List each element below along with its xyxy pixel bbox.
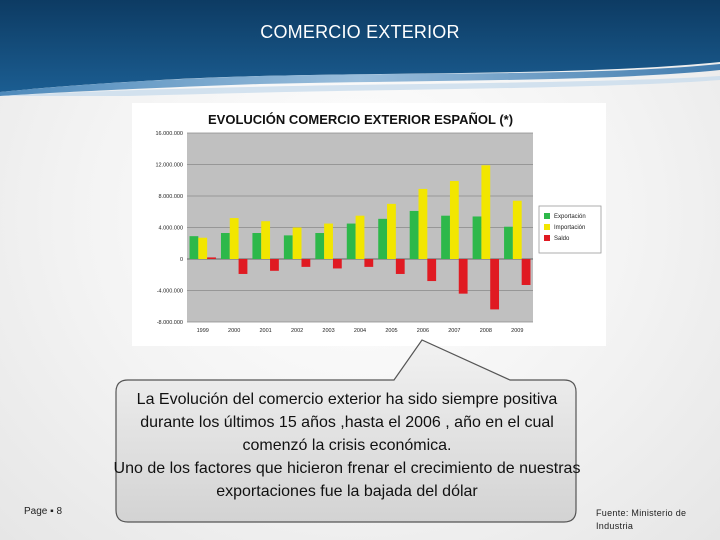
bar-importación-2002 (292, 227, 302, 259)
bar-exportación-2003 (315, 233, 325, 259)
bar-saldo-2006 (427, 259, 437, 282)
bar-saldo-2000 (238, 259, 248, 274)
slide-title: COMERCIO EXTERIOR (260, 22, 460, 42)
page-label: Page (24, 506, 48, 517)
y-tick-label: -4.000.000 (157, 289, 183, 295)
x-tick-label: 2006 (417, 328, 429, 334)
bar-saldo-2009 (521, 259, 531, 285)
bar-saldo-2003 (332, 259, 342, 269)
bar-importación-2000 (229, 218, 239, 259)
bar-saldo-2005 (395, 259, 405, 274)
y-tick-label: 8.000.000 (159, 194, 183, 200)
source-note: Fuente: Ministerio de Industria (596, 508, 687, 531)
x-tick-label: 2005 (385, 328, 397, 334)
callout-paragraph-1: La Evolución del comercio exterior ha si… (136, 391, 558, 454)
chart-title: EVOLUCIÓN COMERCIO EXTERIOR ESPAÑOL (*) (208, 112, 513, 127)
bar-importación-2004 (355, 215, 365, 259)
bar-importación-2001 (261, 221, 271, 259)
bar-saldo-2008 (490, 259, 500, 310)
bar-saldo-2004 (364, 259, 374, 267)
bar-exportación-2001 (252, 233, 262, 259)
x-tick-label: 2003 (322, 328, 334, 334)
bar-exportación-2002 (283, 235, 293, 259)
x-tick-label: 1999 (197, 328, 209, 334)
trade-chart: EVOLUCIÓN COMERCIO EXTERIOR ESPAÑOL (*) 1… (132, 103, 606, 346)
bar-importación-2006 (418, 188, 428, 259)
legend-swatch (544, 213, 550, 219)
bar-exportación-2008 (472, 216, 482, 259)
x-tick-label: 2002 (291, 328, 303, 334)
bar-importación-2007 (449, 181, 459, 259)
bar-saldo-1999 (207, 257, 216, 259)
bar-saldo-2007 (458, 259, 468, 294)
bar-importación-1999 (198, 237, 208, 259)
bar-exportación-2004 (346, 223, 356, 259)
page-number: Page ▪ 8 (24, 506, 62, 517)
bar-saldo-2002 (301, 259, 311, 267)
y-tick-label: 12.000.000 (155, 163, 183, 169)
legend-swatch (544, 235, 550, 241)
legend-swatch (544, 224, 550, 230)
bar-exportación-2006 (409, 210, 419, 259)
callout-bubble (115, 339, 577, 523)
page-bullet: ▪ (50, 506, 54, 517)
x-tick-label: 2009 (511, 328, 523, 334)
x-tick-label: 2001 (260, 328, 272, 334)
x-tick-label: 2008 (480, 328, 492, 334)
bar-importación-2008 (481, 165, 491, 259)
legend-label: Saldo (554, 236, 570, 242)
x-tick-label: 2004 (354, 328, 366, 334)
bar-exportación-2007 (441, 215, 450, 259)
bar-exportación-2009 (504, 226, 513, 259)
y-tick-label: -8.000.000 (157, 320, 183, 326)
page-value: 8 (56, 506, 63, 517)
bar-exportación-1999 (189, 236, 199, 259)
callout-text: La Evolución del comercio exterior ha si… (110, 388, 584, 503)
header-banner (0, 0, 720, 96)
callout-paragraph-2: Uno de los factores que hicieron frenar … (113, 460, 581, 500)
x-tick-label: 2000 (228, 328, 240, 334)
bar-exportación-2005 (378, 218, 388, 259)
y-tick-label: 16.000.000 (155, 131, 183, 137)
legend-label: Importación (554, 225, 585, 231)
y-tick-label: 0 (180, 257, 183, 263)
bar-importación-2003 (324, 223, 333, 259)
bar-importación-2009 (512, 200, 522, 259)
bar-exportación-2000 (220, 233, 230, 259)
bar-importación-2005 (387, 203, 396, 259)
y-tick-label: 4.000.000 (159, 226, 183, 232)
legend-label: Exportación (554, 214, 586, 220)
x-tick-label: 2007 (448, 328, 460, 334)
bar-saldo-2001 (270, 259, 279, 271)
